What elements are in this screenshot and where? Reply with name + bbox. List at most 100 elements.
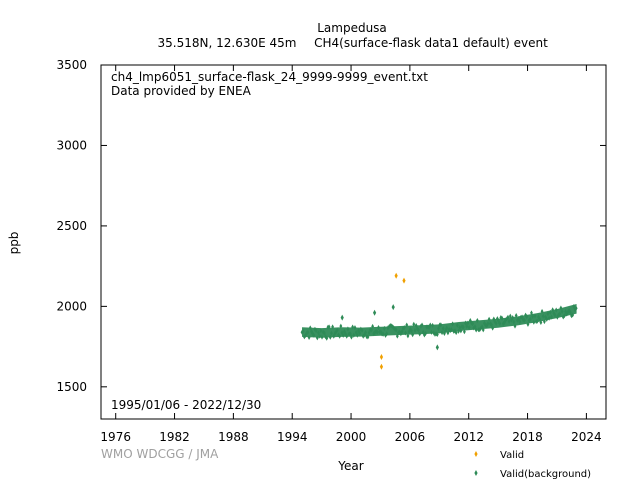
legend-marker-valid (474, 451, 478, 457)
background-point (492, 316, 496, 322)
background-point (387, 324, 391, 330)
background-point (350, 334, 353, 340)
background-point (487, 316, 491, 322)
y-tick-label: 3000 (56, 138, 87, 152)
background-point (520, 314, 524, 320)
background-point (308, 325, 312, 331)
background-point (412, 321, 416, 327)
background-point (326, 324, 330, 330)
header-station: Lampedusa (317, 21, 387, 35)
x-tick-label: 1982 (159, 430, 190, 444)
background-point (382, 325, 386, 331)
background-point (418, 331, 422, 337)
background-point (302, 334, 306, 340)
valid-background-point (435, 344, 439, 351)
plot-area: 1500 2000 2500 3000 3500 1976 1982 1988 1994 2000… (56, 58, 606, 444)
background-point (405, 322, 409, 328)
background-point (328, 334, 332, 340)
background-point (325, 335, 329, 341)
background-point (540, 308, 544, 314)
background-point (457, 328, 460, 334)
background-point (377, 324, 380, 330)
background-point (535, 318, 539, 324)
background-point (572, 304, 576, 310)
x-tick-label: 1994 (277, 430, 308, 444)
background-point (450, 327, 453, 333)
legend-marker-background (474, 470, 478, 476)
background-point (330, 330, 333, 336)
background-point (384, 332, 387, 338)
background-point (322, 330, 326, 336)
background-point (532, 319, 536, 325)
background-point (484, 322, 487, 328)
background-point (498, 321, 502, 327)
background-point (453, 328, 457, 334)
background-point (551, 307, 555, 313)
background-point (460, 323, 464, 329)
background-point (351, 324, 355, 330)
background-point (539, 319, 543, 325)
background-point (441, 325, 445, 331)
background-point (362, 332, 366, 338)
background-point (399, 331, 403, 337)
background-point (364, 329, 367, 335)
x-tick-label: 2006 (395, 430, 426, 444)
filename-label: ch4_lmp6051_surface-flask_24_9999-9999_e… (111, 70, 428, 84)
background-point (304, 332, 307, 338)
background-point (334, 329, 338, 335)
background-point (488, 321, 492, 327)
background-point (494, 320, 498, 326)
background-point (512, 319, 516, 325)
background-point (341, 332, 345, 338)
background-point (514, 313, 518, 319)
background-point (397, 330, 400, 336)
plot-frame (100, 64, 607, 420)
background-point (359, 326, 363, 332)
background-point (419, 323, 423, 329)
background-point (507, 318, 511, 324)
background-point (406, 333, 410, 339)
background-point (437, 325, 440, 331)
background-point (500, 315, 504, 321)
background-point (333, 330, 337, 336)
background-point (547, 315, 551, 321)
background-point (473, 324, 477, 330)
background-point (312, 332, 316, 338)
valid-point (402, 277, 406, 284)
background-point (428, 322, 432, 328)
background-point (559, 305, 563, 311)
background-point (398, 329, 402, 335)
background-point (466, 320, 470, 326)
background-point (307, 335, 311, 341)
background-point (354, 329, 358, 335)
background-point (467, 325, 471, 331)
x-tick-label: 2024 (571, 430, 602, 444)
background-point (508, 313, 512, 319)
background-point (554, 307, 558, 313)
background-point (306, 329, 310, 335)
valid-point (379, 363, 384, 370)
background-point (459, 328, 463, 334)
background-point (523, 317, 526, 323)
background-point (352, 332, 356, 338)
background-point (458, 325, 462, 331)
background-point (485, 323, 489, 329)
background-point (371, 323, 375, 329)
background-point (568, 309, 572, 315)
background-point (413, 327, 417, 333)
valid-point (379, 354, 384, 361)
background-point (391, 324, 395, 330)
background-point (331, 324, 335, 330)
background-point (531, 314, 535, 320)
background-point (358, 330, 362, 336)
valid-background-point (372, 309, 377, 316)
background-point (301, 328, 305, 334)
background-point (451, 321, 455, 327)
valid-background-point (391, 304, 395, 311)
header-dataset: CH4(surface-flask data1 default) event (314, 36, 548, 50)
x-tick-label: 1988 (218, 430, 249, 444)
background-point (355, 332, 359, 338)
background-point (435, 332, 439, 338)
background-point (415, 326, 419, 332)
background-point (388, 322, 392, 328)
